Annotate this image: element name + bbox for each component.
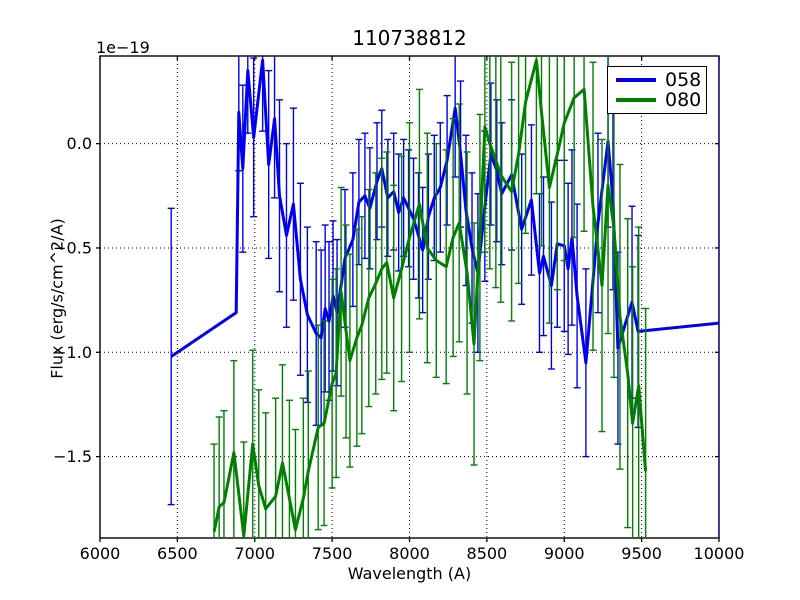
x-tick-label: 6500 <box>157 544 198 563</box>
y-tick-label: −1.0 <box>53 343 92 362</box>
x-tick-label: 8500 <box>467 544 508 563</box>
legend-label-058: 058 <box>665 69 702 91</box>
x-tick-label: 9000 <box>544 544 585 563</box>
y-tick-label: −1.5 <box>53 447 92 466</box>
series-080-line <box>212 58 648 538</box>
y-axis-offset-label: 1e−19 <box>96 38 150 57</box>
legend-entry-058: 058 <box>616 69 702 91</box>
y-tick-label: −0.5 <box>53 238 92 257</box>
legend-label-080: 080 <box>665 89 702 111</box>
x-tick-label: 6000 <box>80 544 121 563</box>
chart-title: 110738812 <box>352 26 467 50</box>
legend-swatch-green <box>616 98 656 102</box>
legend: 058 080 <box>607 66 707 114</box>
y-tick-label: 0.0 <box>67 134 92 153</box>
y-axis-label: Flux (erg/s/cm^2/A) <box>47 218 67 379</box>
x-tick-label: 10000 <box>694 544 745 563</box>
x-tick-label: 7000 <box>234 544 275 563</box>
legend-swatch-blue <box>616 78 656 82</box>
x-axis-label: Wavelength (A) <box>347 564 472 583</box>
x-tick-label: 8000 <box>389 544 430 563</box>
x-tick-label: 7500 <box>312 544 353 563</box>
legend-entry-080: 080 <box>616 89 702 111</box>
tick-labels: 6000 6500 7000 7500 8000 8500 9000 9500 10000 0.0… <box>53 134 744 563</box>
x-tick-label: 9500 <box>621 544 662 563</box>
